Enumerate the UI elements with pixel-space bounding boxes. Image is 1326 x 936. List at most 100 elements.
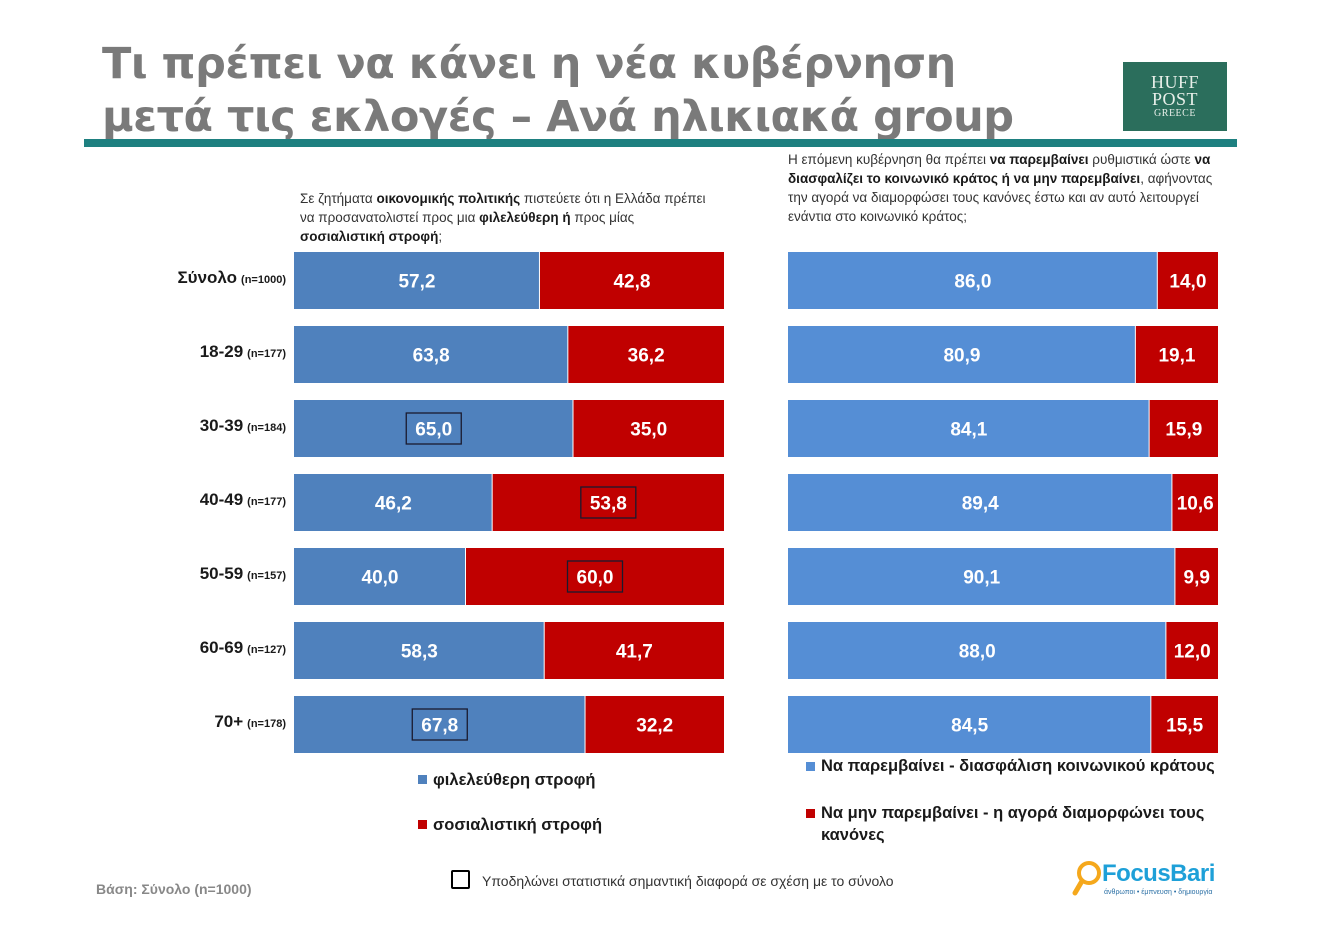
bar-red-segment: [492, 474, 724, 531]
title-line-1: Τι πρέπει να κάνει η νέα κυβέρνηση: [102, 39, 956, 89]
bar-value-label: 88,0: [959, 642, 996, 663]
page-title: Τι πρέπει να κάνει η νέα κυβέρνηση μετά …: [102, 38, 1014, 144]
bar-blue-segment: [788, 400, 1149, 457]
bar-blue-segment: [788, 622, 1166, 679]
bar-value-label: 60,0: [577, 568, 614, 589]
bar-value-label: 19,1: [1158, 346, 1195, 367]
bar-value-label: 41,7: [616, 642, 653, 663]
logo-line-3: GREECE: [1154, 108, 1196, 119]
question-text-part: Η επόμενη κυβέρνηση θα πρέπει: [788, 152, 990, 167]
bar-value-label: 42,8: [613, 272, 650, 293]
bar-value-label: 57,2: [398, 272, 435, 293]
base-note: Βάση: Σύνολο (n=1000): [96, 881, 252, 897]
bar-red-segment: [1175, 548, 1218, 605]
question-text-part: Σε ζητήματα: [300, 191, 377, 206]
bar-red-segment: [1135, 326, 1218, 383]
bar-red-segment: [1172, 474, 1218, 531]
question-text-part: , αφήνοντας την αγορά να διαμορφώσει του…: [788, 171, 1213, 224]
bar-red-segment: [1166, 622, 1218, 679]
row-group: 50-59: [199, 564, 244, 583]
row-sample-size: (n=157): [247, 570, 286, 582]
row-label: 60-69 (n=127): [200, 638, 286, 658]
row-group: Σύνολο: [177, 268, 238, 287]
row-group: 18-29: [199, 342, 244, 361]
significance-box: [580, 486, 637, 519]
left-chart-question: Σε ζητήματα οικονομικής πολιτικής πιστεύ…: [300, 189, 720, 246]
question-text-part: να παρεμβαίνει: [989, 152, 1089, 167]
legend-item-socialist: σοσιαλιστική στροφή: [418, 816, 602, 835]
bar-value-label: 84,1: [950, 420, 987, 441]
legend-swatch-red: [418, 820, 427, 829]
row-sample-size: (n=177): [247, 348, 286, 360]
bar-value-label: 65,0: [415, 420, 452, 441]
bar-value-label: 53,8: [590, 494, 627, 515]
row-group: 30-39: [199, 416, 244, 435]
bar-value-label: 14,0: [1169, 272, 1206, 293]
significance-box-icon: [451, 870, 470, 889]
row-label: 18-29 (n=177): [200, 342, 286, 362]
logo-line-1: HUFF: [1150, 72, 1200, 92]
bar-blue-segment: [788, 252, 1157, 309]
row-sample-size: (n=178): [247, 718, 286, 730]
bar-value-label: 40,0: [362, 568, 399, 589]
row-label: 70+ (n=178): [214, 712, 286, 732]
bar-red-segment: [1149, 400, 1218, 457]
bar-value-label: 32,2: [636, 716, 673, 737]
bar-red-segment: [573, 400, 724, 457]
bar-value-label: 15,5: [1166, 716, 1203, 737]
legend-label: Να παρεμβαίνει - διασφάλιση κοινωνικού κ…: [821, 757, 1215, 775]
bar-value-label: 58,3: [401, 642, 438, 663]
question-text-part: να διασφαλίζει το κοινωνικό κράτος ή να …: [788, 152, 1211, 186]
focusbari-logo: FocusBari άνθρωποι • έμπνευση • δημιουργ…: [1072, 858, 1232, 902]
bar-value-label: 89,4: [962, 494, 999, 515]
right-chart-question: Η επόμενη κυβέρνηση θα πρέπει να παρεμβα…: [788, 150, 1218, 226]
bar-blue-segment: [294, 622, 544, 679]
bar-blue-segment: [788, 474, 1172, 531]
question-text-part: προς μίας: [570, 210, 635, 225]
bar-red-segment: [544, 622, 724, 679]
question-text-part: ρυθμιστικά ώστε: [1088, 152, 1195, 167]
logo-line-2: POST: [1151, 89, 1198, 109]
row-group: 40-49: [199, 490, 244, 509]
question-text-part: οικονομικής πολιτικής: [376, 191, 521, 206]
significance-box: [566, 560, 624, 593]
bar-blue-segment: [294, 400, 573, 457]
bar-blue-segment: [294, 326, 568, 383]
bar-blue-segment: [788, 326, 1135, 383]
row-label: Σύνολο (n=1000): [177, 268, 286, 288]
legend-label: Να μην παρεμβαίνει - η αγορά διαμορφώνει…: [821, 804, 1205, 844]
bar-blue-segment: [788, 548, 1175, 605]
huffpost-greece-logo: HUFF POST GREECE: [1123, 62, 1227, 131]
question-text-part: σοσιαλιστική στροφή: [300, 229, 439, 244]
legend-item-intervene: Να παρεμβαίνει - διασφάλιση κοινωνικού κ…: [806, 755, 1236, 777]
bar-value-label: 10,6: [1177, 494, 1214, 515]
bar-red-segment: [1151, 696, 1218, 753]
bar-blue-segment: [294, 548, 465, 605]
bar-value-label: 15,9: [1165, 420, 1202, 441]
bar-red-segment: [539, 252, 724, 309]
title-divider: [84, 139, 1237, 147]
row-group: 70+: [214, 712, 244, 731]
bar-blue-segment: [294, 474, 492, 531]
bar-value-label: 36,2: [628, 346, 665, 367]
row-sample-size: (n=177): [247, 496, 286, 508]
row-label: 30-39 (n=184): [200, 416, 286, 436]
legend-swatch-blue: [418, 775, 427, 784]
significance-note-text: Υποδηλώνει στατιστικά σημαντική διαφορά …: [482, 873, 894, 889]
bar-value-label: 84,5: [951, 716, 988, 737]
legend-label: φιλελεύθερη στροφή: [433, 771, 596, 789]
row-label: 50-59 (n=157): [200, 564, 286, 584]
question-text-part: φιλελεύθερη ή: [479, 210, 571, 225]
legend-item-liberal: φιλελεύθερη στροφή: [418, 771, 595, 790]
magnifier-icon: [1072, 861, 1101, 896]
bar-value-label: 12,0: [1174, 642, 1211, 663]
bar-value-label: 63,8: [413, 346, 450, 367]
bar-value-label: 9,9: [1184, 568, 1210, 589]
question-text-part: ;: [438, 229, 443, 244]
row-label: 40-49 (n=177): [200, 490, 286, 510]
significance-box: [405, 412, 462, 445]
bar-value-label: 80,9: [943, 346, 980, 367]
bar-value-label: 67,8: [421, 716, 458, 737]
title-line-2: μετά τις εκλογές – Ανά ηλικιακά group: [102, 92, 1014, 142]
